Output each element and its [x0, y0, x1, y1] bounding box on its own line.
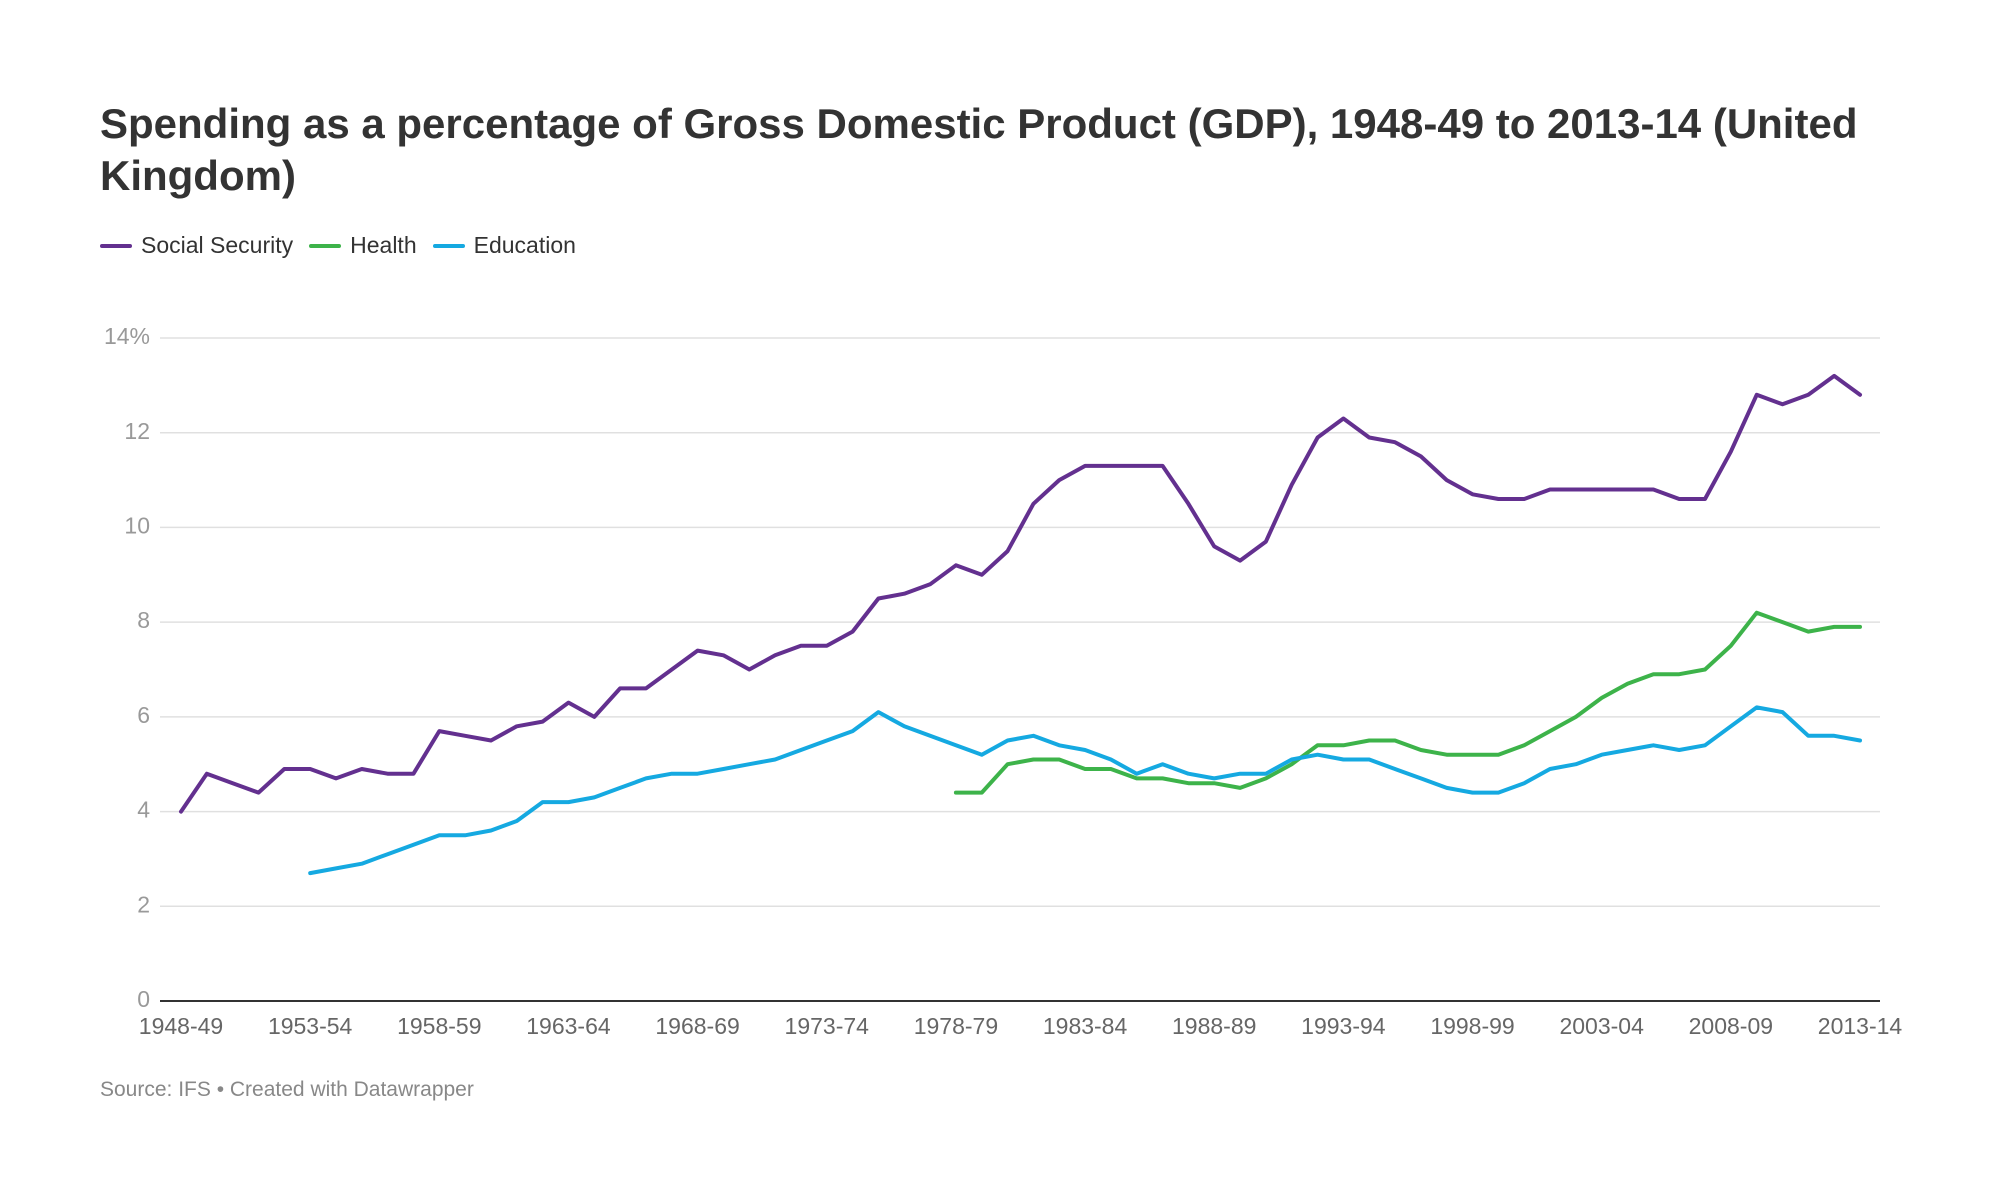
y-tick-label: 4 [137, 797, 150, 823]
x-tick-label: 2013-14 [1818, 1013, 1903, 1039]
x-tick-label: 1973-74 [785, 1013, 870, 1039]
x-tick-label: 1948-49 [139, 1013, 223, 1039]
legend-swatch [309, 243, 342, 248]
series-line [953, 610, 1862, 795]
x-tick-label: 1978-79 [914, 1013, 998, 1039]
legend-item: Social Security [100, 232, 293, 259]
y-tick-label: 0 [137, 986, 150, 1012]
y-tick-label: 8 [137, 607, 150, 633]
x-tick-label: 1953-54 [268, 1013, 353, 1039]
y-tick-label: 6 [137, 702, 150, 728]
x-tick-label: 1963-64 [526, 1013, 611, 1039]
legend-label: Education [473, 232, 576, 258]
x-tick-label: 1968-69 [655, 1013, 739, 1039]
x-tick-label: 1958-59 [397, 1013, 481, 1039]
series-line [308, 705, 1862, 876]
legend: Social Security Health Education [100, 232, 576, 259]
footer: Source: IFS • Created with Datawrapper [100, 1078, 474, 1101]
y-tick-label: 12 [124, 418, 150, 444]
chart-title: Spending as a percentage of Gross Domest… [100, 100, 1858, 199]
x-tick-label: 2008-09 [1689, 1013, 1773, 1039]
y-tick-label: 10 [124, 513, 150, 539]
legend-item: Education [432, 232, 576, 259]
x-tick-label: 2003-04 [1559, 1013, 1644, 1039]
legend-swatch [432, 243, 465, 248]
x-tick-label: 1988-89 [1172, 1013, 1256, 1039]
y-tick-label: 14% [104, 323, 150, 349]
legend-label: Social Security [141, 232, 294, 258]
x-tick-label: 1993-94 [1301, 1013, 1386, 1039]
x-tick-label: 1998-99 [1430, 1013, 1514, 1039]
legend-label: Health [350, 232, 417, 258]
series-line [179, 373, 1862, 814]
x-tick-label: 1983-84 [1043, 1013, 1128, 1039]
legend-swatch [100, 243, 132, 248]
y-tick-label: 2 [137, 891, 150, 917]
legend-item: Health [309, 232, 417, 259]
